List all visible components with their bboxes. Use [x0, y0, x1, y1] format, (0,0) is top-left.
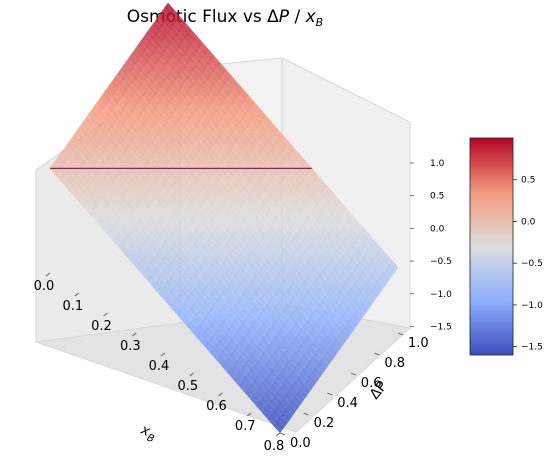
x-tick-mark [275, 432, 281, 437]
z-tick-label: −0.5 [430, 257, 452, 267]
colorbar-gradient [469, 137, 514, 356]
x-tick-mark [247, 412, 252, 417]
x-axis-label: xB [136, 421, 158, 445]
x-tick-mark [132, 332, 137, 337]
y-tick-mark [327, 392, 333, 396]
y-tick-label: 0.0 [290, 436, 311, 451]
z-tick-label: −1.5 [430, 322, 452, 332]
x-tick-mark [189, 372, 194, 377]
x-tick-label: 0.2 [91, 319, 112, 334]
x-tick-mark [103, 312, 108, 317]
y-tick-label: 0.4 [337, 396, 358, 411]
x-tick-label: 0.6 [206, 399, 227, 414]
y-tick-mark [350, 372, 356, 376]
colorbar-tick-label: −1.5 [521, 343, 543, 353]
x-axis-ticks: 0.0 0.1 0.2 0.3 0.4 0.5 0.6 0.7 0.8 [34, 272, 285, 454]
y-tick-label: 0.2 [314, 416, 335, 431]
x-tick-mark [45, 272, 51, 277]
y-tick-mark [279, 432, 286, 436]
x-tick-label: 0.4 [149, 359, 170, 374]
colorbar-tick-label: 0.0 [521, 218, 536, 228]
z-tick-label: 1.0 [430, 159, 445, 169]
x-tick-label: 0.1 [62, 299, 83, 314]
y-tick-mark [397, 332, 404, 336]
x-tick-label: 0.7 [235, 419, 256, 434]
z-tick-label: 0.0 [430, 224, 445, 234]
x-tick-label: 0.8 [264, 439, 285, 454]
y-tick-label: 0.8 [384, 356, 405, 371]
y-tick-label: 1.0 [408, 336, 429, 351]
x-tick-label: 0.3 [120, 339, 141, 354]
colorbar-tick-label: −0.5 [521, 259, 543, 269]
x-tick-mark [74, 292, 79, 297]
x-tick-label: 0.5 [177, 379, 198, 394]
colorbar: 0.5 0.0 −0.5 −1.0 −1.5 [469, 137, 543, 356]
z-tick-label: 0.5 [430, 192, 444, 202]
surface-facet [274, 421, 284, 434]
colorbar-ticks: 0.5 0.0 −0.5 −1.0 −1.5 [513, 176, 543, 353]
surface-plot [49, 2, 399, 434]
x-tick-mark [218, 392, 223, 397]
x-tick-mark [160, 352, 166, 357]
z-axis-ticks: 1.0 0.5 0.0 −0.5 −1.0 −1.5 [410, 159, 452, 332]
colorbar-tick-label: 0.5 [521, 176, 535, 186]
y-tick-mark [374, 352, 380, 356]
colorbar-tick-label: −1.0 [521, 301, 543, 311]
y-tick-mark [303, 412, 309, 416]
z-tick-label: −1.0 [430, 290, 452, 300]
y-tick-label: 0.6 [361, 376, 382, 391]
y-axis-ticks: 0.00.20.40.60.81.0 [279, 332, 429, 451]
x-tick-label: 0.0 [34, 279, 55, 294]
